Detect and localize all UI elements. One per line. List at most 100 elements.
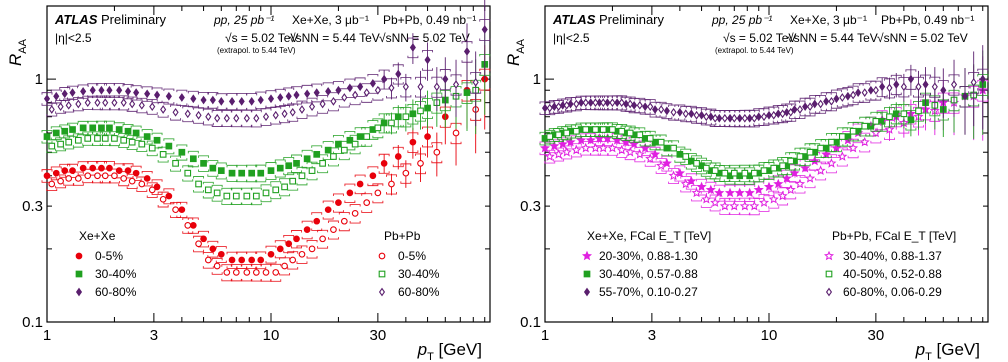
data-point [711, 167, 719, 174]
syst-box [72, 171, 84, 186]
data-point [120, 98, 127, 108]
data-point [753, 184, 764, 195]
data-point [272, 186, 280, 194]
data-point [785, 184, 796, 195]
syst-box [361, 83, 373, 103]
pp-extrapol-label: (extrapol. to 5.44 TeV) [217, 46, 296, 55]
syst-box [118, 171, 130, 187]
syst-box [349, 204, 361, 224]
data-point [75, 99, 82, 109]
legend-label: 60-80% [95, 285, 137, 299]
data-point [760, 112, 768, 122]
data-point [647, 102, 654, 112]
syst-box [146, 99, 158, 115]
data-point [721, 169, 729, 177]
syst-box [270, 181, 282, 200]
data-point [238, 169, 246, 177]
data-point [409, 138, 417, 146]
legend-marker [824, 250, 834, 261]
syst-box [317, 94, 329, 114]
data-point [243, 269, 251, 276]
data-point [319, 99, 326, 109]
syst-box [241, 109, 253, 128]
data-point [710, 197, 721, 207]
series-left-2 [41, 0, 491, 111]
legend-marker [75, 270, 83, 278]
legend-label: 60-80%, 0.06-0.29 [843, 285, 942, 299]
syst-box [804, 169, 816, 189]
pp-energy-label: √s = 5.02 TeV [225, 31, 298, 45]
syst-box [794, 147, 806, 167]
data-point [262, 269, 270, 276]
data-point [582, 98, 589, 108]
data-point [553, 149, 564, 159]
data-point [346, 136, 354, 144]
data-point [154, 90, 161, 100]
syst-box [825, 133, 837, 153]
data-point [138, 140, 146, 148]
syst-box [55, 174, 67, 189]
data-point [849, 127, 857, 135]
data-point [380, 159, 388, 167]
syst-box [804, 143, 816, 162]
syst-box [163, 88, 175, 105]
syst-box [41, 92, 53, 106]
syst-box [211, 257, 223, 275]
data-point [915, 107, 922, 115]
data-point [915, 82, 922, 92]
syst-box [146, 140, 158, 157]
pbpb-lumi-label: Pb+Pb, 0.49 nb⁻¹ [383, 13, 476, 27]
data-point [267, 250, 275, 258]
syst-box [680, 176, 692, 193]
legend-label: 20-30%, 0.88-1.30 [599, 249, 698, 263]
data-point [463, 47, 471, 56]
syst-box [597, 95, 609, 111]
data-point [765, 110, 773, 120]
data-point [285, 240, 293, 248]
data-point [213, 262, 221, 270]
syst-box [624, 125, 636, 141]
syst-box [291, 154, 302, 173]
legend-marker [378, 270, 386, 278]
data-point [731, 113, 738, 123]
data-point [922, 80, 929, 89]
data-point [101, 172, 109, 180]
series-right-5 [46, 51, 482, 128]
data-point [907, 116, 915, 124]
legend-label: 30-40% [398, 267, 440, 281]
syst-box [825, 92, 837, 112]
syst-box [332, 193, 344, 213]
syst-box [606, 140, 618, 156]
data-point [970, 77, 977, 87]
syst-box [836, 88, 848, 108]
syst-box [207, 240, 219, 258]
syst-box [202, 251, 214, 269]
data-point [69, 88, 76, 97]
data-point [204, 256, 212, 264]
syst-box [804, 97, 816, 117]
syst-box [246, 164, 258, 183]
data-point [555, 102, 562, 112]
legend-label: 30-40%, 0.88-1.37 [843, 249, 942, 263]
data-point [559, 100, 566, 110]
syst-box [624, 144, 636, 161]
data-point [363, 199, 371, 207]
x-axis-label: pT [GeV] [915, 340, 980, 362]
data-point [582, 126, 590, 133]
syst-box [157, 146, 169, 163]
xexe-lumi-label: Xe+Xe, 3 μb⁻¹ [790, 13, 867, 27]
syst-box [157, 191, 169, 208]
data-point [719, 200, 730, 211]
data-point [293, 159, 300, 167]
syst-box [202, 181, 214, 199]
data-point [313, 88, 320, 97]
syst-box [815, 161, 827, 181]
data-point [374, 189, 382, 197]
data-point [89, 124, 97, 132]
data-point [205, 112, 212, 122]
data-point [746, 113, 753, 123]
data-point [293, 235, 300, 243]
legend-right-title: Pb+Pb, FCal E_T [TeV] [832, 229, 956, 243]
data-point [417, 107, 424, 115]
x-tick-label: 30 [868, 327, 885, 344]
